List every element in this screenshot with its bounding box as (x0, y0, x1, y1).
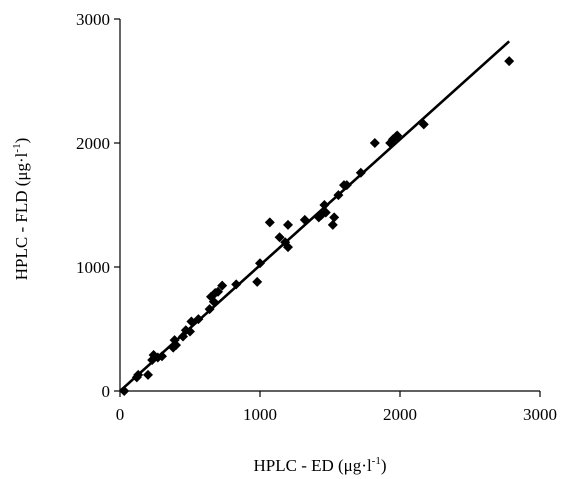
y-tick-label: 3000 (76, 10, 110, 29)
data-point (143, 369, 153, 380)
y-axis-title: HPLC - FLD (μg·l-1) (11, 138, 31, 281)
data-point (333, 190, 344, 201)
x-tick-label: 0 (116, 405, 125, 424)
x-tick-label: 3000 (523, 405, 557, 424)
y-tick-label: 0 (102, 382, 111, 401)
data-point (320, 207, 331, 218)
data-point (193, 314, 204, 325)
data-point (231, 279, 242, 290)
data-point (208, 296, 219, 307)
data-point (133, 369, 144, 380)
data-point (392, 130, 403, 141)
data-point (283, 219, 293, 230)
data-point (355, 167, 366, 178)
data-point (319, 200, 330, 210)
data-point (255, 258, 265, 269)
data-point (213, 286, 223, 297)
x-tick-label: 1000 (243, 405, 277, 424)
data-point (171, 340, 181, 351)
data-point (327, 219, 338, 230)
trendline (119, 40, 511, 392)
data-point (185, 326, 195, 337)
axes: 0 1000 2000 3000 0 1000 2000 3000 (76, 10, 557, 424)
data-point (299, 214, 310, 225)
data-point (274, 232, 285, 243)
x-axis-title: HPLC - ED (μg·l-1) (253, 455, 386, 475)
data-point (504, 56, 515, 67)
x-tick-label: 2000 (383, 405, 417, 424)
y-tick-label: 1000 (76, 258, 110, 277)
data-point (418, 119, 429, 130)
data-point (329, 212, 340, 223)
data-point (369, 138, 380, 148)
data-point (341, 180, 352, 191)
data-point (252, 276, 263, 287)
data-point (283, 242, 293, 253)
data-point (157, 351, 167, 362)
data-point (204, 304, 215, 315)
data-point (217, 280, 228, 291)
y-tick-label: 2000 (76, 134, 110, 153)
data-point (264, 217, 275, 228)
plot-area (119, 40, 515, 396)
